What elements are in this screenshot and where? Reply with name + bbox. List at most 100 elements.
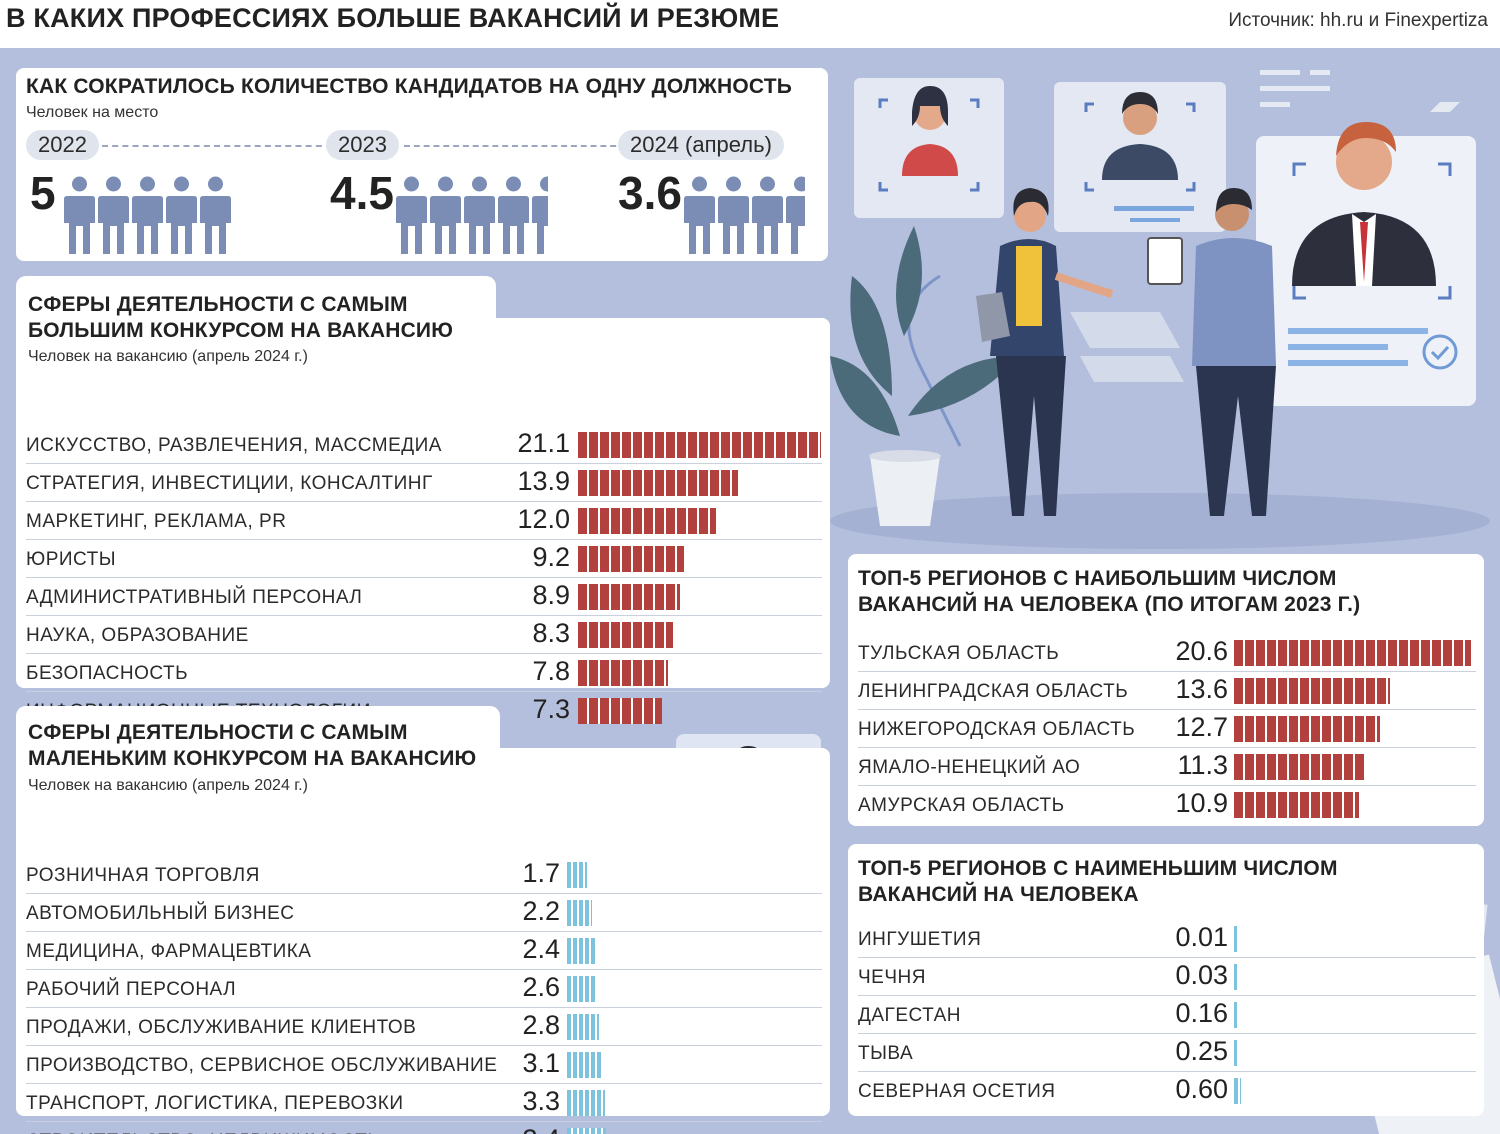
person-icon [684, 176, 715, 254]
value-bar [578, 470, 738, 496]
header: В КАКИХ ПРОФЕССИЯХ БОЛЬШЕ ВАКАНСИЙ И РЕЗ… [0, 0, 1500, 48]
bar-row: МАРКЕТИНГ, РЕКЛАМА, PR 12.0 [26, 502, 822, 540]
category-label: ТЫВА [858, 1043, 914, 1064]
category-label: ЮРИСТЫ [26, 549, 117, 570]
value-bar [1234, 964, 1237, 990]
value-bar [567, 1090, 605, 1116]
value-label: 7.8 [532, 656, 570, 686]
person-icon [430, 176, 461, 254]
bar-row: ПРОДАЖИ, ОБСЛУЖИВАНИЕ КЛИЕНТОВ 2.8 [26, 1008, 822, 1046]
category-label: АДМИНИСТРАТИВНЫЙ ПЕРСОНАЛ [26, 587, 363, 608]
value-label: 3.4 [522, 1124, 560, 1134]
person-icon [752, 176, 783, 254]
page-title: В КАКИХ ПРОФЕССИЯХ БОЛЬШЕ ВАКАНСИЙ И РЕЗ… [6, 3, 780, 33]
bar-row: ИНГУШЕТИЯ 0.01 [858, 920, 1476, 958]
timeline-dash [102, 145, 332, 147]
value-bar [578, 432, 821, 458]
value-bar [567, 862, 587, 888]
bar-row: АДМИНИСТРАТИВНЫЙ ПЕРСОНАЛ 8.9 [26, 578, 822, 616]
value-label: 0.60 [1175, 1074, 1228, 1104]
candidates-subtitle: Человек на место [26, 104, 159, 121]
people-count-bar [684, 176, 805, 259]
partial-person-icon [786, 176, 805, 259]
category-label: СТРАТЕГИЯ, ИНВЕСТИЦИИ, КОНСАЛТИНГ [26, 473, 433, 494]
person-icon [132, 176, 163, 254]
bottom-regions-title: ТОП-5 РЕГИОНОВ С НАИМЕНЬШИМ ЧИСЛОМ ВАКАНС… [858, 857, 1338, 906]
bar-row: ПРОИЗВОДСТВО, СЕРВИСНОЕ ОБСЛУЖИВАНИЕ 3.1 [26, 1046, 822, 1084]
person-icon [166, 176, 197, 254]
category-label: БЕЗОПАСНОСТЬ [26, 663, 189, 684]
value-label: 11.3 [1177, 750, 1228, 780]
low-competition-subtitle: Человек на вакансию (апрель 2024 г.) [28, 777, 308, 794]
value-label: 9.2 [532, 542, 570, 572]
category-label: ПРОДАЖИ, ОБСЛУЖИВАНИЕ КЛИЕНТОВ [26, 1017, 417, 1038]
value-label: 0.01 [1175, 922, 1228, 952]
category-label: ТУЛЬСКАЯ ОБЛАСТЬ [858, 643, 1060, 664]
people-count-bar [396, 176, 548, 259]
value-label: 10.9 [1175, 788, 1228, 818]
top-regions-title: ТОП-5 РЕГИОНОВ С НАИБОЛЬШИМ ЧИСЛОМ ВАКАНС… [858, 567, 1361, 616]
category-label: АВТОМОБИЛЬНЫЙ БИЗНЕС [26, 903, 295, 924]
value-label: 2.8 [522, 1010, 560, 1040]
high-competition-subtitle: Человек на вакансию (апрель 2024 г.) [28, 348, 308, 365]
category-label: РОЗНИЧНАЯ ТОРГОВЛЯ [26, 865, 260, 886]
value-bar [567, 976, 597, 1002]
year-label: 2022 [26, 130, 99, 160]
category-label: ДАГЕСТАН [858, 1005, 961, 1026]
year-label: 2024 (апрель) [618, 130, 784, 160]
candidates-panel: КАК СОКРАТИЛОСЬ КОЛИЧЕСТВО КАНДИДАТОВ НА… [16, 68, 828, 261]
value-bar [578, 660, 668, 686]
value-label: 2.6 [522, 972, 560, 1002]
person-icon [498, 176, 529, 254]
year-label: 2023 [326, 130, 399, 160]
value-bar [578, 698, 662, 724]
value-label: 0.25 [1175, 1036, 1228, 1066]
bar-row: РОЗНИЧНАЯ ТОРГОВЛЯ 1.7 [26, 856, 822, 894]
high-competition-title: СФЕРЫ ДЕЯТЕЛЬНОСТИ С САМЫМ БОЛЬШИМ КОНКУР… [28, 293, 454, 342]
bar-row: БЕЗОПАСНОСТЬ 7.8 [26, 654, 822, 692]
value-bar [1234, 1040, 1237, 1066]
low-competition-title: СФЕРЫ ДЕЯТЕЛЬНОСТИ С САМЫМ МАЛЕНЬКИМ КОНК… [28, 721, 477, 770]
bar-row: СЕВЕРНАЯ ОСЕТИЯ 0.60 [858, 1072, 1476, 1110]
value-label: 8.3 [532, 618, 570, 648]
bar-row: ЮРИСТЫ 9.2 [26, 540, 822, 578]
bar-row: РАБОЧИЙ ПЕРСОНАЛ 2.6 [26, 970, 822, 1008]
candidates-value: 3.6 [618, 167, 682, 219]
person-icon [464, 176, 495, 254]
category-label: ИСКУССТВО, РАЗВЛЕЧЕНИЯ, МАССМЕДИА [26, 435, 442, 456]
bar-row: ТЫВА 0.25 [858, 1034, 1476, 1072]
value-bar [1234, 792, 1359, 818]
value-label: 3.1 [522, 1048, 560, 1078]
person-icon [718, 176, 749, 254]
category-label: АМУРСКАЯ ОБЛАСТЬ [858, 795, 1065, 816]
category-label: ПРОИЗВОДСТВО, СЕРВИСНОЕ ОБСЛУЖИВАНИЕ [26, 1055, 498, 1076]
value-label: 2.2 [522, 896, 560, 926]
value-label: 3.3 [522, 1086, 560, 1116]
low-competition-tab [16, 706, 500, 756]
value-label: 1.7 [522, 858, 560, 888]
value-label: 0.03 [1175, 960, 1228, 990]
value-bar [1234, 716, 1380, 742]
value-bar [1234, 678, 1390, 704]
bar-row: НАУКА, ОБРАЗОВАНИЕ 8.3 [26, 616, 822, 654]
value-bar [567, 1052, 603, 1078]
person-icon [200, 176, 231, 254]
high-competition-tab [16, 276, 496, 326]
bar-row: ЧЕЧНЯ 0.03 [858, 958, 1476, 996]
value-bar [1234, 754, 1364, 780]
bar-row: ТРАНСПОРТ, ЛОГИСТИКА, ПЕРЕВОЗКИ 3.3 [26, 1084, 822, 1122]
category-label: ЧЕЧНЯ [858, 967, 926, 988]
low-competition-panel [16, 748, 830, 1116]
category-label: РАБОЧИЙ ПЕРСОНАЛ [26, 979, 237, 1000]
value-label: 21.1 [517, 428, 570, 458]
person-icon [64, 176, 95, 254]
value-label: 7.3 [532, 694, 570, 724]
candidates-value: 4.5 [330, 167, 394, 219]
person-icon [786, 176, 805, 254]
value-label: 12.0 [517, 504, 570, 534]
bar-row: МЕДИЦИНА, ФАРМАЦЕВТИКА 2.4 [26, 932, 822, 970]
partial-person-icon [532, 176, 548, 259]
value-label: 2.4 [522, 934, 560, 964]
bar-row: ДАГЕСТАН 0.16 [858, 996, 1476, 1034]
category-label: МЕДИЦИНА, ФАРМАЦЕВТИКА [26, 941, 312, 962]
